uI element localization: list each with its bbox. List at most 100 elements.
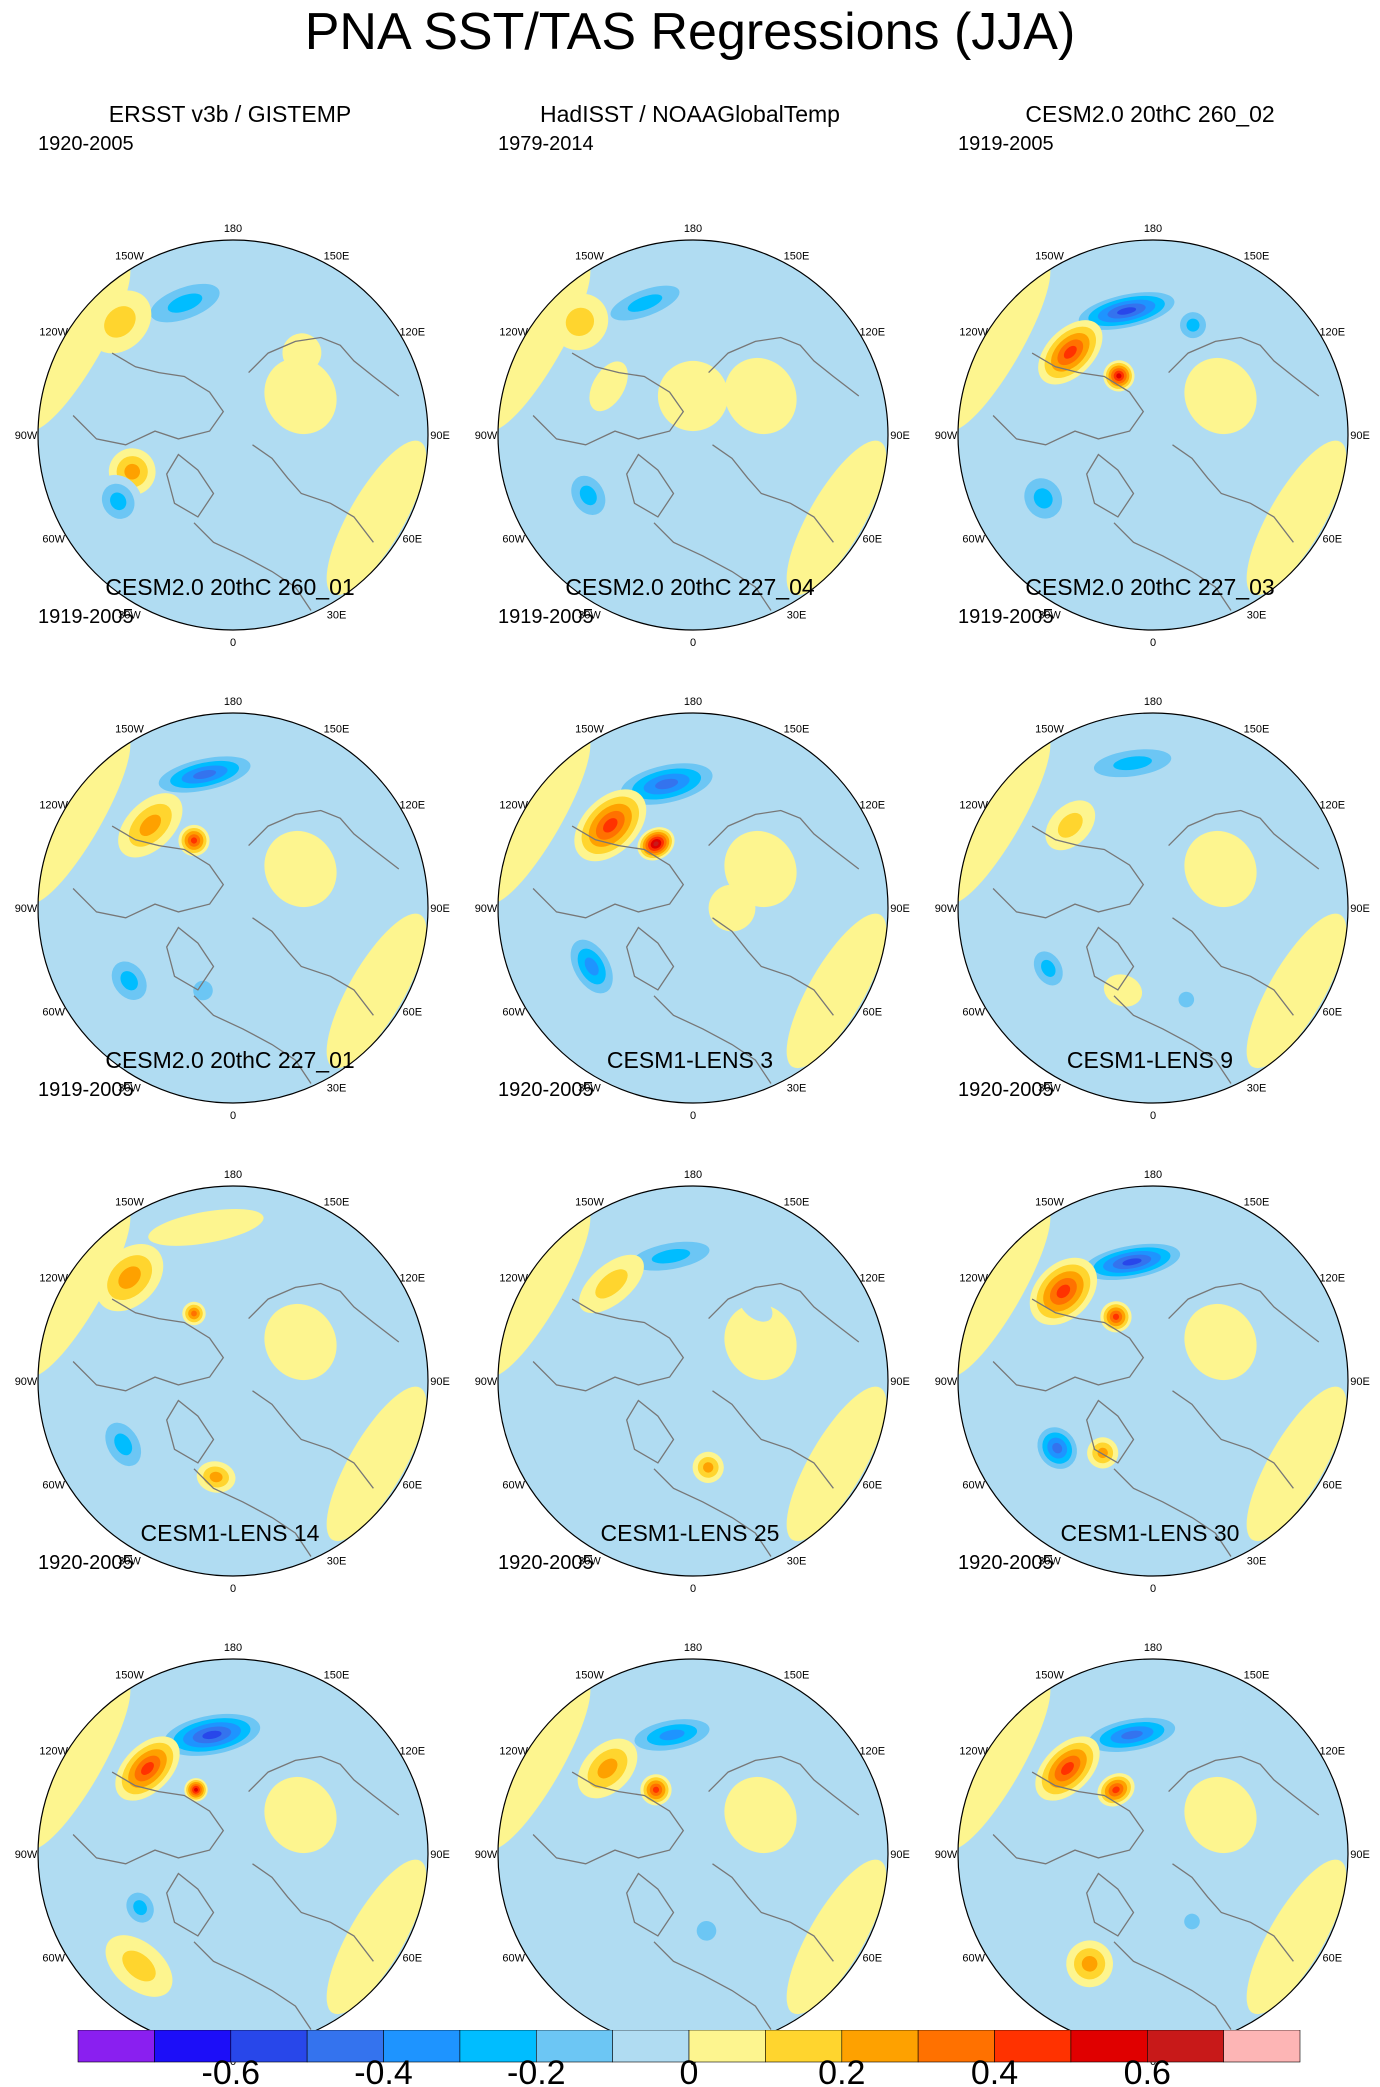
longitude-label: 90E xyxy=(430,903,450,915)
globe-outline xyxy=(957,1185,1349,1577)
longitude-label: 30W xyxy=(578,1082,601,1094)
coastline xyxy=(1113,995,1232,1084)
panel-title: CESM1-LENS 3 xyxy=(606,1047,774,1073)
longitude-label: 150E xyxy=(784,724,810,736)
longitude-label: 90E xyxy=(430,430,450,442)
coastline xyxy=(252,917,374,1016)
longitude-label: 90W xyxy=(935,430,958,442)
longitude-label: 30W xyxy=(1038,609,1061,621)
map-panel: 180 150E 120E 90E 60E 30E 0 30W 60W 90W 120W 150W CE… xyxy=(920,1036,1380,1595)
panel-years: 1920-2005 xyxy=(38,1552,134,1574)
coastline xyxy=(1086,453,1135,518)
panel-years: 1919-2005 xyxy=(38,606,134,628)
coastline xyxy=(1168,1755,1320,1816)
panel-years: 1920-2005 xyxy=(498,1552,594,1574)
longitude-label: 120W xyxy=(39,1746,68,1758)
longitude-label: 150E xyxy=(784,1670,810,1682)
coastline xyxy=(252,444,374,543)
longitude-label: 180 xyxy=(684,1642,702,1654)
panel-title: CESM1-LENS 25 xyxy=(600,1520,780,1546)
panel-years: 1979-2014 xyxy=(498,133,594,155)
globe-outline xyxy=(37,239,429,631)
longitude-label: 150E xyxy=(1244,724,1270,736)
colorbar-swatch xyxy=(841,2030,919,2063)
anomaly-contour xyxy=(114,1433,133,1456)
panel-years: 1919-2005 xyxy=(958,133,1054,155)
anomaly-contour xyxy=(1063,345,1077,359)
coastline xyxy=(708,809,860,870)
longitude-label: 180 xyxy=(1144,223,1162,235)
longitude-label: 120E xyxy=(399,327,425,339)
anomaly-contour xyxy=(104,306,136,338)
anomaly-contour xyxy=(1184,1776,1257,1854)
anomaly-contour xyxy=(724,1776,797,1854)
longitude-label: 0 xyxy=(690,1110,696,1122)
colorbar-tick-label: -0.6 xyxy=(202,2054,261,2087)
longitude-label: 90W xyxy=(475,430,498,442)
coastline xyxy=(626,1872,675,1937)
longitude-label: 120W xyxy=(499,1273,528,1285)
anomaly-contour xyxy=(651,1248,691,1264)
anomaly-contour xyxy=(124,463,141,480)
anomaly-contour xyxy=(595,1269,628,1299)
colorbar-swatch xyxy=(459,2030,537,2063)
anomaly-contour xyxy=(1246,1386,1347,1542)
coastline xyxy=(248,809,400,870)
longitude-label: 120W xyxy=(499,800,528,812)
panel-years: 1919-2005 xyxy=(498,606,594,628)
panel-title: HadISST / NOAAGlobalTemp xyxy=(540,101,840,127)
anomaly-contour xyxy=(38,1679,131,1850)
anomaly-contour xyxy=(1061,1762,1074,1775)
coastline xyxy=(1172,917,1294,1016)
longitude-label: 180 xyxy=(684,1169,702,1181)
longitude-label: 180 xyxy=(1144,696,1162,708)
map-panel: 180 150E 120E 90E 60E 30E 0 30W 60W 90W 120W 150W CE… xyxy=(0,1509,460,2068)
longitude-label: 90E xyxy=(1350,1849,1370,1861)
globe-outline xyxy=(497,712,889,1104)
longitude-label: 180 xyxy=(224,223,242,235)
coastline xyxy=(1113,1941,1232,2030)
coastline xyxy=(992,352,1145,446)
map-panel: 180 150E 120E 90E 60E 30E 0 30W 60W 90W 120W 150W CE… xyxy=(920,563,1380,1122)
longitude-label: 0 xyxy=(1150,1110,1156,1122)
longitude-label: 150E xyxy=(324,1197,350,1209)
anomaly-contour xyxy=(708,884,756,932)
anomaly-contour xyxy=(958,260,1051,431)
panel-title: CESM1-LENS 14 xyxy=(140,1520,320,1546)
coastline xyxy=(166,453,215,518)
colorbar-swatch xyxy=(994,2030,1072,2063)
globe-outline xyxy=(957,712,1349,1104)
anomaly-contour xyxy=(1246,440,1347,596)
coastline xyxy=(712,917,834,1016)
longitude-label: 90W xyxy=(15,430,38,442)
coastline xyxy=(1113,522,1232,611)
longitude-label: 60W xyxy=(962,1953,985,1965)
coastline xyxy=(252,1863,374,1962)
anomaly-contour xyxy=(139,814,162,837)
longitude-label: 180 xyxy=(224,1642,242,1654)
longitude-label: 150W xyxy=(575,251,604,263)
longitude-label: 30E xyxy=(787,609,807,621)
longitude-label: 180 xyxy=(1144,1169,1162,1181)
colorbar-tick-label: 0.2 xyxy=(818,2054,865,2087)
longitude-label: 150E xyxy=(1244,251,1270,263)
anomaly-contour xyxy=(190,837,198,844)
coastline xyxy=(1172,444,1294,543)
longitude-label: 90W xyxy=(935,1376,958,1388)
longitude-label: 60E xyxy=(1323,534,1343,546)
anomaly-contour xyxy=(653,841,659,847)
longitude-label: 60W xyxy=(42,1953,65,1965)
longitude-label: 150W xyxy=(115,1670,144,1682)
coastline xyxy=(653,1941,772,2030)
anomaly-contour xyxy=(133,1900,147,1916)
coastline xyxy=(532,1771,685,1865)
longitude-label: 30W xyxy=(118,1082,141,1094)
longitude-label: 150E xyxy=(324,251,350,263)
longitude-label: 90W xyxy=(475,1376,498,1388)
coastline xyxy=(1113,1468,1232,1557)
longitude-label: 120E xyxy=(859,1746,885,1758)
